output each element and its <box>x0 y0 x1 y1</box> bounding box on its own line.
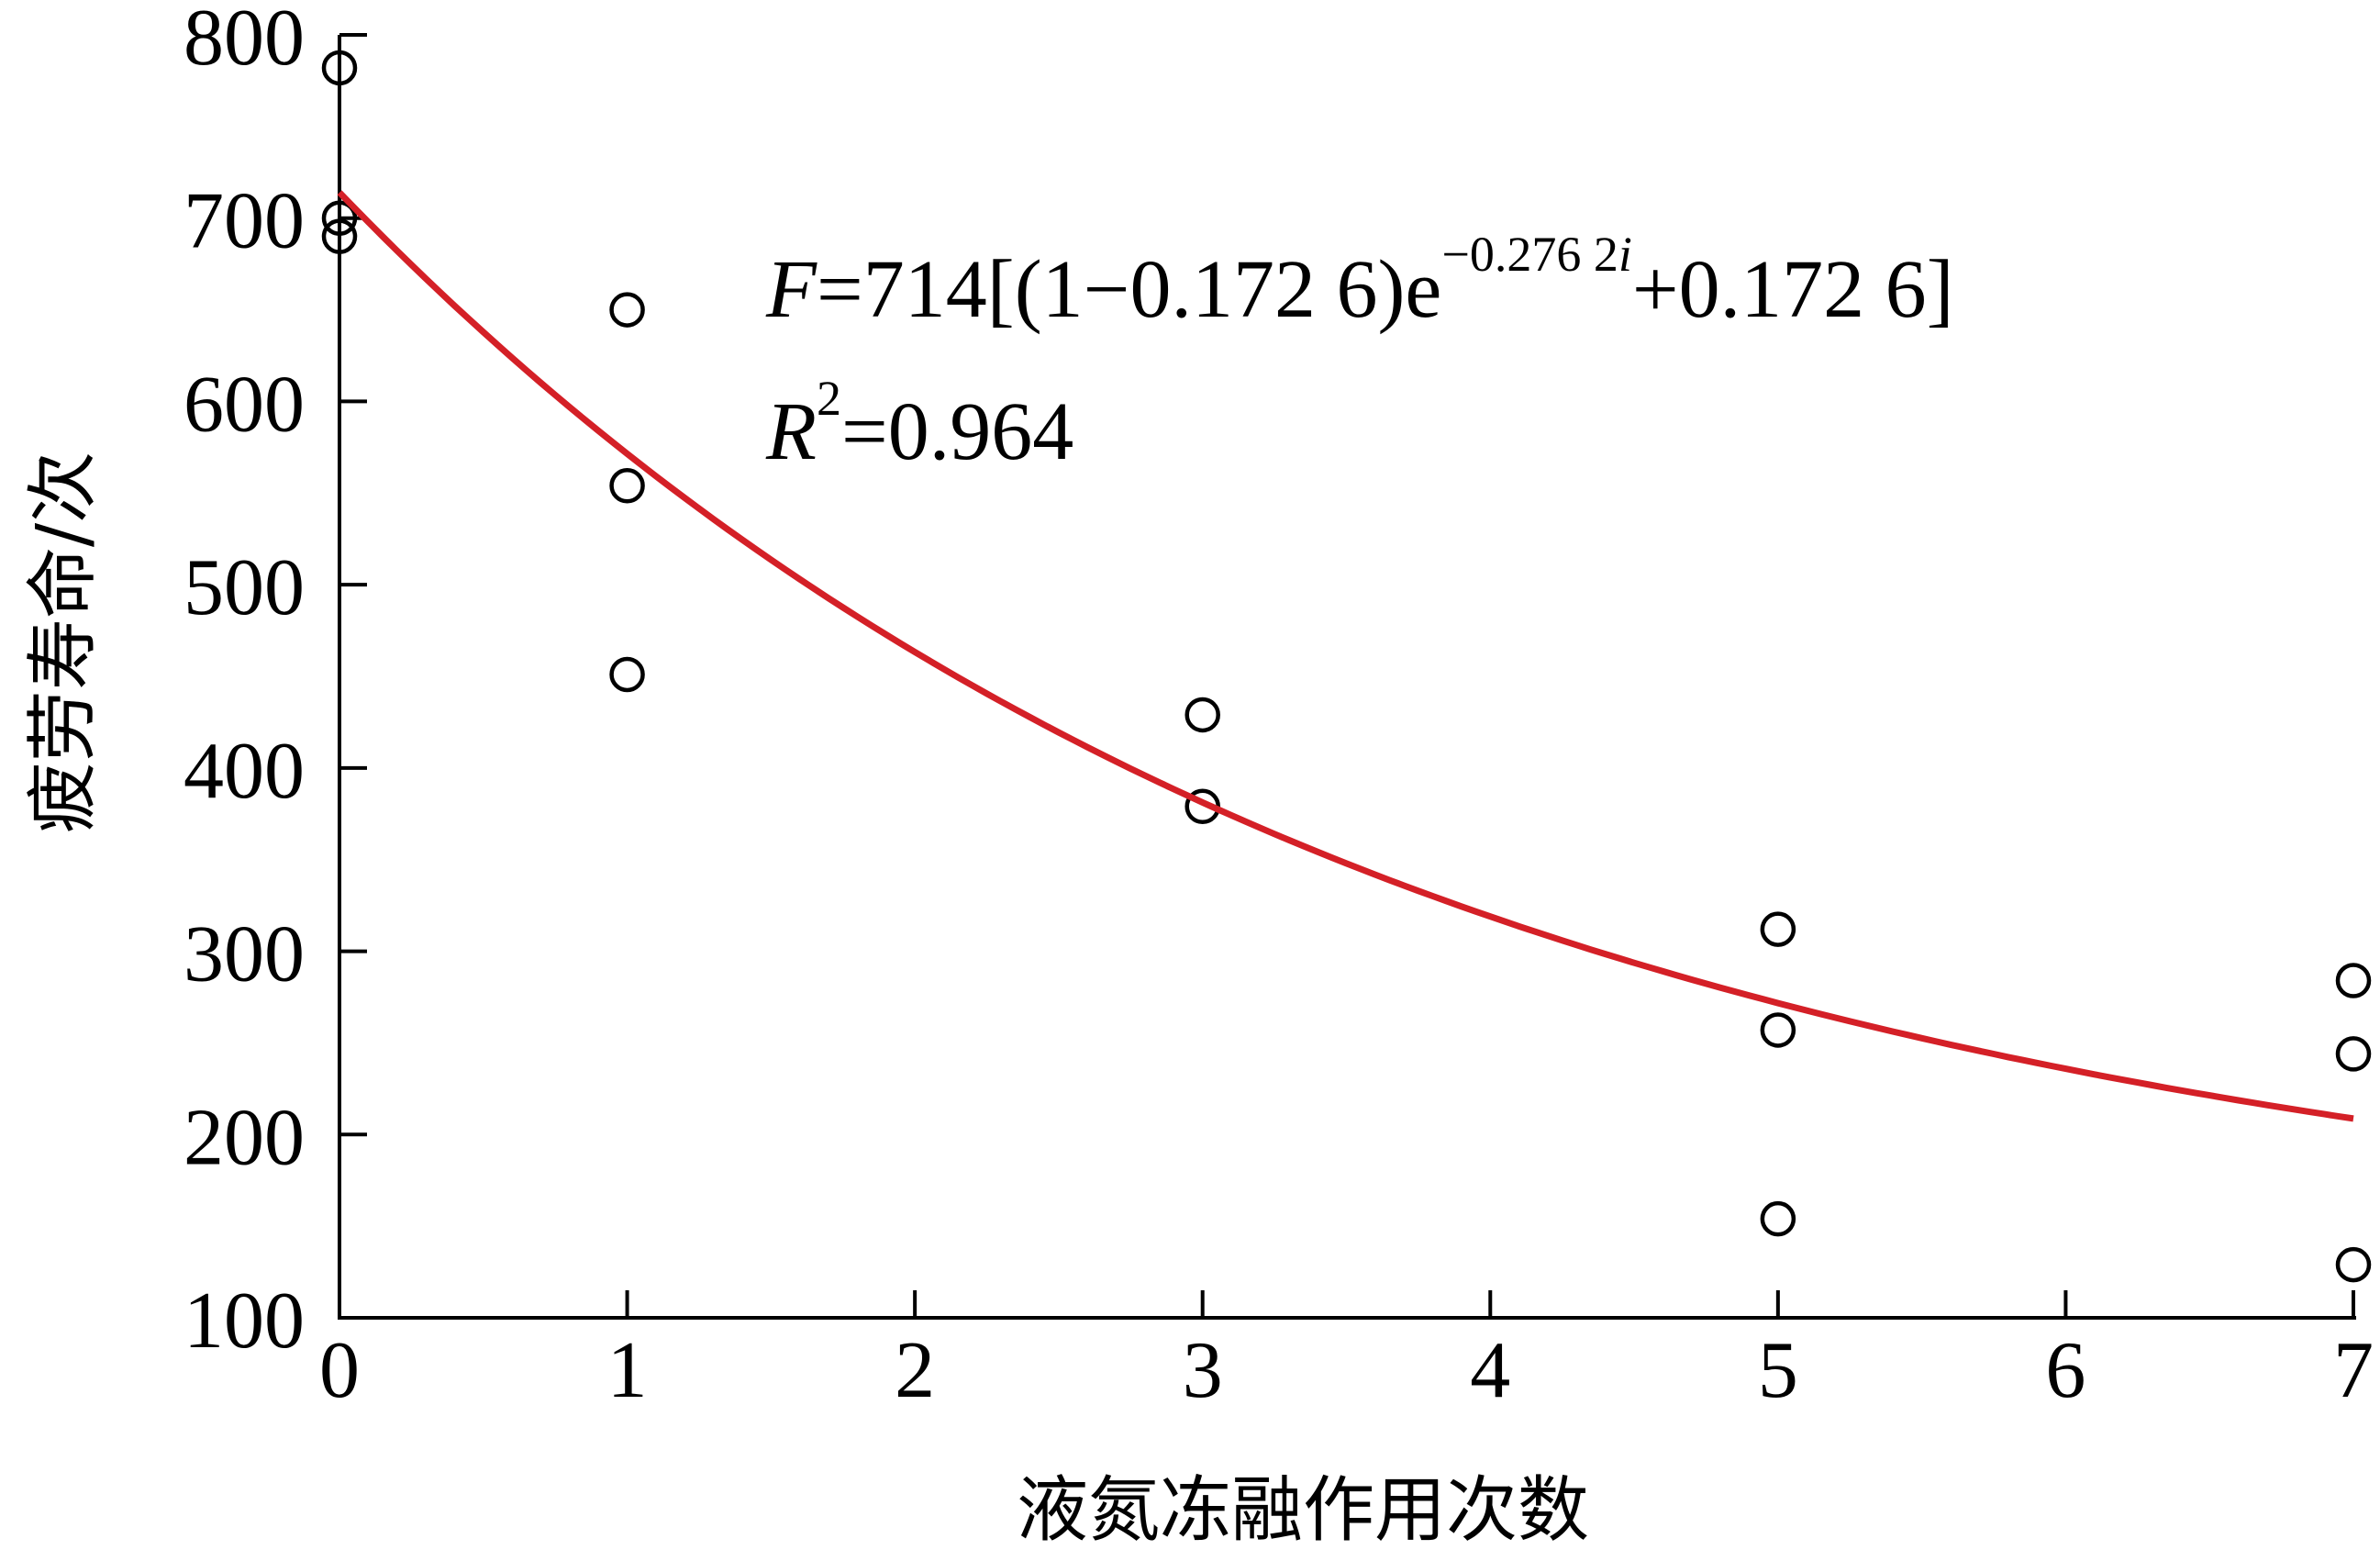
equation-body: =714[(1−0.172 6)e <box>817 244 1441 335</box>
fit-curve <box>337 190 2354 1122</box>
y-tick-label-1: 200 <box>184 1093 305 1182</box>
y-tick-label-7: 800 <box>184 0 305 83</box>
fit-equation: F=714[(1−0.172 6)e−0.276 2i+0.172 6] <box>765 227 1954 335</box>
axes <box>338 35 2356 1320</box>
r2-variable: R <box>765 386 817 477</box>
data-point-0 <box>321 50 358 86</box>
data-point-9 <box>1760 1012 1796 1048</box>
fit-curve-group <box>337 190 2354 1122</box>
data-point-6 <box>1184 697 1220 733</box>
data-point-5 <box>609 656 645 693</box>
equation-tail: +0.172 6] <box>1632 244 1954 335</box>
r2-superscript: 2 <box>817 371 841 426</box>
x-tick-label-6: 6 <box>2045 1326 2085 1415</box>
y-tick-label-6: 700 <box>184 177 305 266</box>
y-tick-label-5: 600 <box>184 360 305 449</box>
data-point-13 <box>2335 1246 2372 1283</box>
y-axis-title: 疲劳寿命/次 <box>22 452 105 833</box>
y-tick-label-0: 100 <box>184 1277 305 1366</box>
r2-value: =0.964 <box>841 386 1073 477</box>
x-tick-label-1: 1 <box>607 1326 648 1415</box>
equation-exponent: −0.276 2 <box>1441 227 1618 282</box>
ticks: 0 1 2 3 4 5 6 7 100 200 300 400 500 600 700 800 <box>184 0 2374 1415</box>
x-tick-label-7: 7 <box>2333 1326 2374 1415</box>
data-point-1 <box>321 200 358 236</box>
y-tick-label-2: 300 <box>184 910 305 999</box>
x-axis-title: 液氮冻融作用次数 <box>1017 1469 1589 1552</box>
y-tick-label-4: 500 <box>184 543 305 632</box>
y-tick-label-3: 400 <box>184 727 305 816</box>
x-tick-label-2: 2 <box>895 1326 935 1415</box>
r-squared: R2=0.964 <box>765 371 1073 477</box>
x-tick-label-5: 5 <box>1758 1326 1798 1415</box>
x-tick-label-3: 3 <box>1183 1326 1223 1415</box>
x-tick-label-4: 4 <box>1470 1326 1510 1415</box>
data-points <box>321 50 2372 1283</box>
equation-exponent-variable: i <box>1618 227 1632 282</box>
equation-variable: F <box>765 244 817 335</box>
x-tick-label-0: 0 <box>319 1326 360 1415</box>
data-point-10 <box>1760 1200 1796 1237</box>
data-point-12 <box>2335 1036 2372 1072</box>
data-point-4 <box>609 468 645 504</box>
data-point-3 <box>609 292 645 328</box>
data-point-11 <box>2335 963 2372 998</box>
data-point-2 <box>321 218 358 254</box>
data-point-8 <box>1760 911 1796 947</box>
